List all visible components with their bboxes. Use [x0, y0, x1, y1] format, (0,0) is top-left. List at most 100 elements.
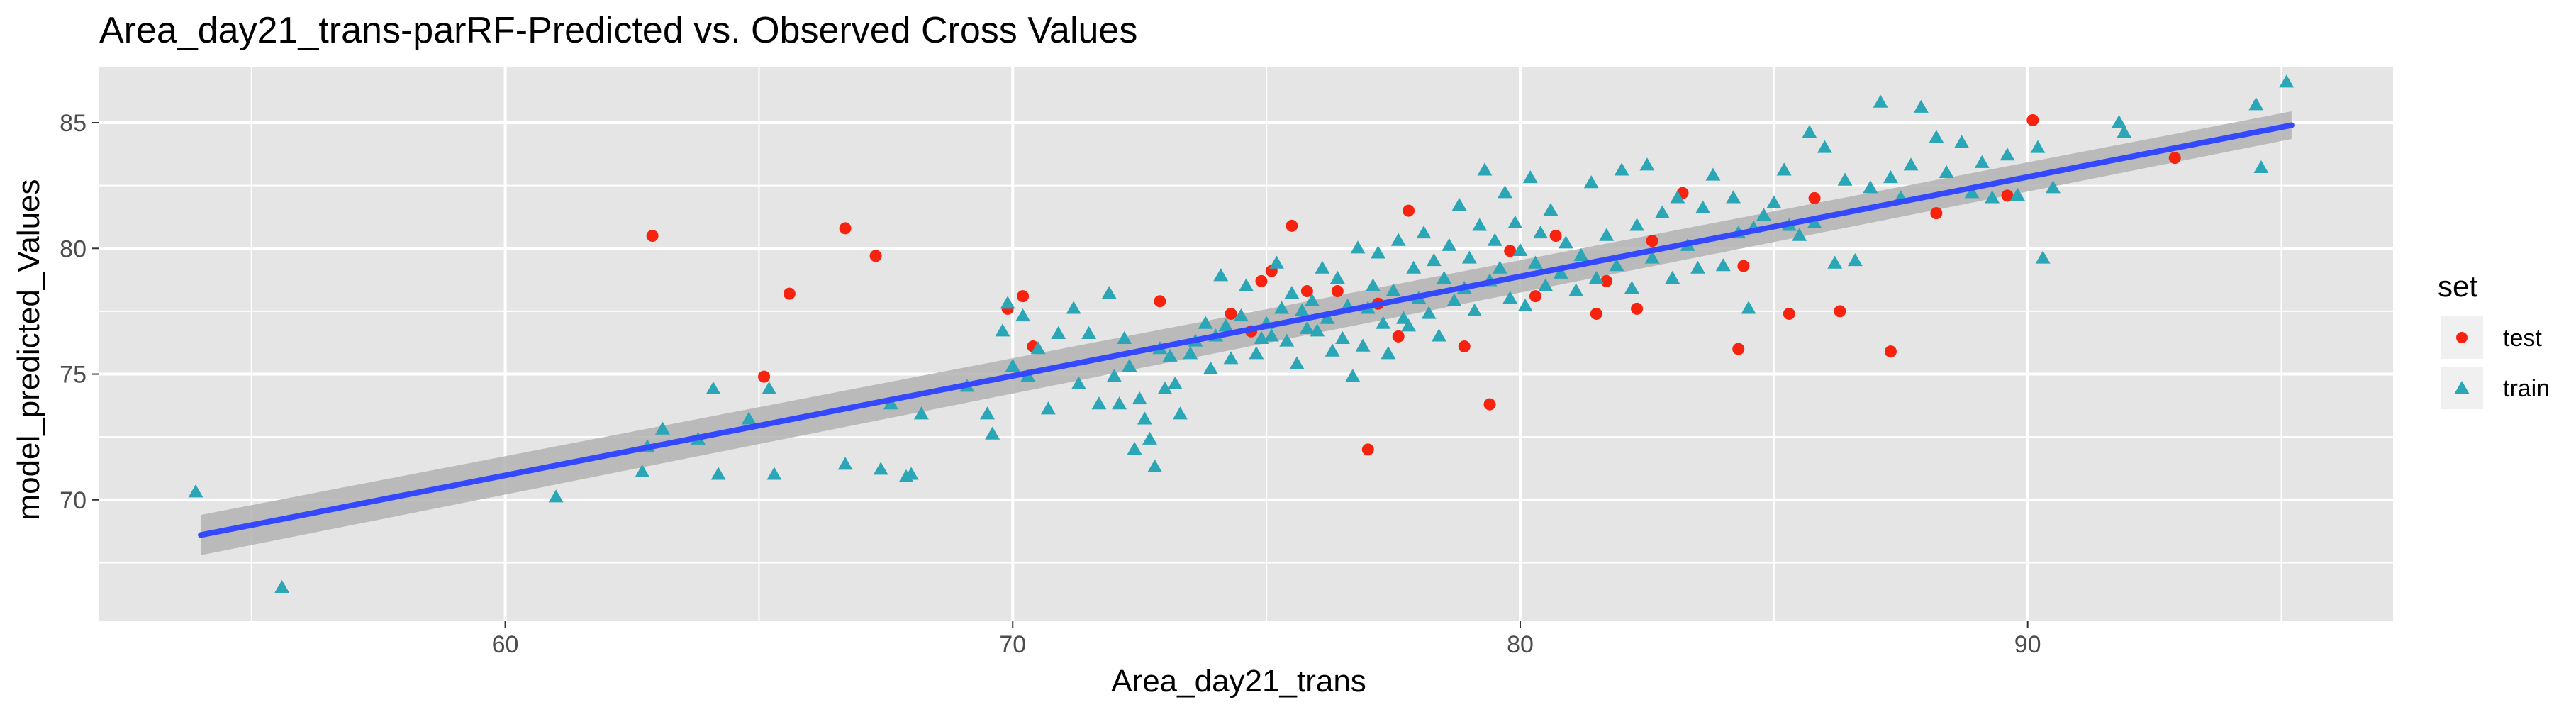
- point-train: [1284, 286, 1300, 299]
- point-train: [985, 426, 1000, 440]
- point-train: [2035, 250, 2051, 264]
- point-train: [1320, 311, 1335, 324]
- point-train: [1670, 190, 1685, 204]
- point-train: [1873, 94, 1888, 108]
- point-train: [1538, 278, 1554, 291]
- point-train: [1350, 240, 1366, 254]
- point-test: [1017, 290, 1030, 303]
- point-train: [1726, 190, 1741, 204]
- point-train: [1913, 99, 1929, 113]
- point-test: [1631, 302, 1644, 315]
- legend-title: set: [2438, 269, 2477, 303]
- point-train: [1477, 162, 1493, 176]
- point-train: [1512, 243, 1528, 256]
- point-train: [1543, 203, 1559, 216]
- point-train: [1395, 311, 1411, 324]
- point-test: [1331, 285, 1344, 298]
- point-train: [1883, 170, 1898, 184]
- y-axis-ticks: 70 75 80 85: [60, 110, 99, 514]
- point-test: [2026, 113, 2039, 126]
- point-train: [1432, 328, 1446, 342]
- point-train: [1305, 293, 1320, 306]
- point-train: [1528, 255, 1543, 269]
- point-test: [2001, 189, 2014, 202]
- point-train: [1715, 258, 1731, 272]
- point-train: [1705, 167, 1721, 181]
- point-train: [2009, 187, 2025, 201]
- point-train: [1137, 411, 1152, 425]
- point-train: [1279, 333, 1295, 347]
- point-train: [1385, 283, 1401, 296]
- point-test: [1255, 274, 1268, 287]
- point-train: [1467, 303, 1483, 317]
- x-tick-label: 90: [2014, 631, 2041, 658]
- point-train: [1289, 356, 1305, 369]
- point-train: [1162, 348, 1178, 362]
- point-train: [1847, 253, 1863, 267]
- point-train: [1329, 270, 1345, 284]
- point-train: [1015, 308, 1031, 322]
- point-train: [1390, 233, 1406, 246]
- point-train: [1837, 172, 1853, 186]
- point-test: [1392, 330, 1405, 343]
- point-train: [1117, 330, 1132, 345]
- point-train: [1654, 205, 1670, 218]
- point-train: [762, 381, 777, 394]
- point-train: [1122, 358, 1137, 372]
- point-train: [1614, 162, 1629, 176]
- point-test: [2168, 152, 2181, 165]
- point-test: [1549, 230, 1562, 243]
- point-train: [1827, 255, 1843, 269]
- point-train: [1442, 238, 1457, 251]
- point-train: [1081, 326, 1097, 339]
- point-train: [188, 484, 203, 498]
- point-train: [1249, 346, 1264, 360]
- y-tick-label: 70: [60, 487, 87, 514]
- point-train: [1132, 391, 1147, 405]
- point-train: [1807, 215, 1822, 228]
- point-train: [913, 406, 929, 420]
- point-train: [1741, 301, 1756, 314]
- point-train: [1609, 258, 1624, 272]
- point-train: [710, 467, 726, 480]
- point-train: [1198, 316, 1213, 329]
- point-train: [1756, 208, 1771, 221]
- point-train: [1223, 351, 1239, 365]
- point-train: [883, 396, 898, 410]
- point-train: [1954, 135, 1970, 148]
- point-test: [1808, 191, 1821, 204]
- point-train: [1588, 270, 1604, 284]
- point-train: [741, 411, 757, 425]
- point-test: [1458, 340, 1471, 353]
- point-train: [1416, 226, 1432, 239]
- point-test: [1483, 398, 1496, 411]
- point-train: [1203, 361, 1218, 374]
- point-train: [1776, 162, 1792, 176]
- point-train: [1421, 306, 1437, 319]
- legend-label-train: train: [2503, 375, 2550, 402]
- point-train: [995, 323, 1010, 337]
- point-test: [1834, 305, 1846, 318]
- point-train: [1451, 198, 1467, 211]
- point-train: [1629, 218, 1645, 231]
- point-train: [1239, 278, 1254, 291]
- point-train: [903, 467, 919, 480]
- point-train: [1573, 247, 1589, 262]
- point-train: [1335, 330, 1350, 345]
- point-test: [1732, 343, 1745, 355]
- legend-label-test: test: [2503, 325, 2542, 352]
- point-train: [2030, 140, 2046, 153]
- point-train: [1071, 376, 1086, 389]
- point-test: [1783, 307, 1795, 320]
- point-train: [1376, 316, 1391, 329]
- point-train: [1406, 260, 1422, 274]
- y-axis-title: model_predicted_Values: [11, 179, 46, 520]
- point-train: [1558, 235, 1573, 249]
- point-test: [1590, 307, 1602, 320]
- point-test: [1930, 207, 1943, 220]
- point-train: [1269, 255, 1284, 269]
- point-train: [1568, 283, 1584, 296]
- point-train: [1355, 338, 1371, 352]
- point-train: [1533, 226, 1549, 239]
- point-train: [1381, 346, 1396, 360]
